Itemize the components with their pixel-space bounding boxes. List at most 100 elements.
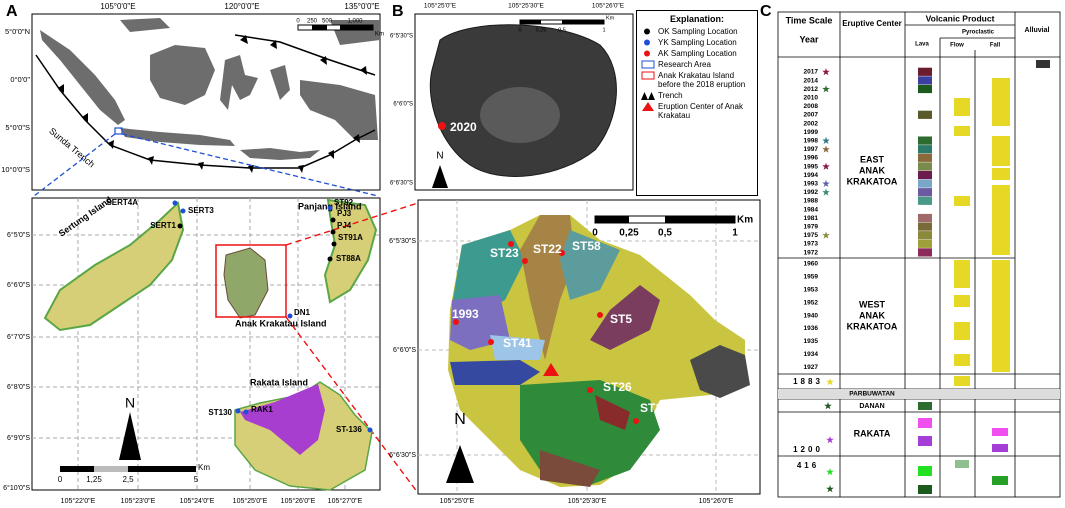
scale-label: 500 — [322, 19, 333, 25]
lat-label: 6°8'0"S — [7, 383, 30, 391]
year: 1927 — [804, 364, 819, 371]
legend-label: YK Sampling Location — [658, 38, 737, 47]
header: Pyroclastic — [962, 30, 995, 36]
site-label: ST22 — [533, 242, 562, 256]
header: Time Scale — [786, 15, 833, 25]
year: 1992 — [804, 189, 819, 196]
scale-label: 0,5 — [558, 27, 566, 33]
site-label: ST26 — [603, 380, 632, 394]
island-label: Anak Krakatau Island — [235, 318, 327, 328]
lava-swatch — [918, 76, 932, 85]
legend-label: Eruption Center of Anak Krakatau — [658, 102, 743, 120]
lava-swatch — [918, 145, 932, 154]
legend-item: Trench — [641, 91, 753, 100]
sampling-point — [327, 256, 333, 262]
lava-swatch — [918, 248, 932, 257]
legend-item: Research Area — [641, 60, 753, 69]
scale-bar-segment — [665, 216, 735, 223]
sampling-point — [243, 409, 249, 415]
scale-label: 0,25 — [536, 27, 547, 33]
year: 2014 — [804, 77, 819, 84]
sampling-point — [177, 223, 183, 229]
site-label: RAK1 — [251, 405, 273, 414]
site-label: ST130 — [208, 408, 232, 417]
legend-label: Anak Krakatau Island before the 2018 eru… — [658, 71, 746, 89]
lon-label: 105°27'0"E — [328, 497, 363, 505]
lava-swatch — [918, 179, 932, 188]
legend-swatch — [641, 71, 655, 80]
lat-label: 5°0'0"N — [5, 27, 30, 36]
lon-label: 105°26'0"E — [592, 2, 625, 10]
panel-label: C — [760, 3, 772, 20]
site-label: ST41 — [503, 336, 532, 350]
lava-swatch — [918, 162, 932, 171]
star — [822, 85, 830, 93]
year: 1975 — [804, 232, 819, 239]
scale-label: 0 — [592, 228, 598, 239]
star — [822, 68, 830, 76]
sampling-point — [287, 313, 293, 319]
scale-label: 0 — [58, 475, 63, 484]
header: Volcanic Product — [926, 13, 995, 23]
lat-label: 6°5'30"S — [390, 34, 413, 40]
star — [826, 436, 834, 444]
sampling-point — [235, 408, 241, 414]
year: 1999 — [804, 129, 819, 136]
sampling-point — [327, 205, 333, 211]
star — [822, 231, 830, 239]
panel-label: B — [392, 3, 404, 20]
north-arrow — [432, 165, 448, 188]
row-shade — [778, 389, 1060, 399]
eruptive-center: DANAN — [859, 403, 884, 410]
lat-label: 10°0'0"S — [1, 165, 30, 174]
star — [822, 136, 830, 144]
lat-label: 6°7'0"S — [7, 333, 30, 341]
scale-label: 1,25 — [86, 475, 102, 484]
lon-label: 105°24'0"E — [180, 497, 215, 505]
lon-label: 105°25'0"E — [440, 497, 475, 505]
legend-item: Eruption Center of Anak Krakatau — [641, 102, 753, 120]
lava-swatch — [918, 170, 932, 180]
year: 2012 — [804, 86, 819, 93]
legend-swatch — [641, 60, 655, 69]
lava-swatch — [918, 110, 932, 119]
scale-label: 0 — [518, 27, 521, 33]
year: 1952 — [804, 299, 819, 306]
scale-label: 1 — [602, 27, 605, 33]
lava-swatch — [918, 213, 932, 223]
lon-label: 105°0'0"E — [100, 2, 135, 11]
header: Lava — [915, 42, 929, 48]
year: 2008 — [804, 103, 819, 110]
scale-label: 1,000 — [347, 19, 363, 25]
year: 1940 — [804, 312, 819, 319]
star — [822, 162, 830, 170]
site-label: ST5 — [610, 312, 632, 326]
scale-bar-segment — [312, 25, 327, 30]
year: 416 — [797, 461, 819, 470]
north-label: N — [125, 395, 135, 411]
header: Fall — [990, 43, 1001, 49]
hillshade — [480, 87, 560, 143]
eruptive-center: ANAK — [859, 310, 885, 320]
year: 2002 — [804, 120, 819, 127]
site-label: PJ3 — [337, 209, 352, 218]
eruptive-center: KRAKATOA — [847, 321, 898, 331]
lava-swatch — [918, 196, 932, 205]
north-label: N — [454, 411, 466, 428]
scale-label: 0,25 — [619, 228, 639, 239]
lon-label: 105°22'0"E — [61, 497, 96, 505]
scale-bar-segment — [94, 466, 128, 472]
year: 1960 — [804, 261, 819, 268]
year: 2017 — [804, 69, 819, 76]
connector — [285, 316, 419, 494]
eruption-center — [543, 363, 559, 376]
lava-swatch — [918, 222, 932, 231]
north-arrow — [119, 412, 141, 460]
sampling-point — [331, 241, 337, 247]
legend-swatch — [641, 27, 655, 36]
site-label: 1993 — [452, 307, 479, 321]
lon-label: 120°0'0"E — [224, 2, 259, 11]
scale-unit: Km — [198, 463, 210, 472]
legend-swatch — [641, 38, 655, 47]
lava-swatch — [918, 67, 932, 76]
